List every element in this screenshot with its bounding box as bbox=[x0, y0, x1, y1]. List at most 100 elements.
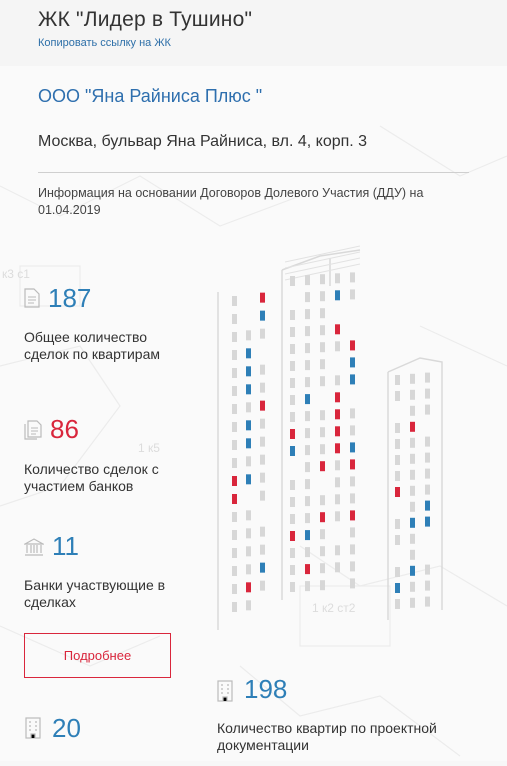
building-window bbox=[260, 418, 265, 429]
building-window bbox=[410, 469, 415, 480]
building-illustration bbox=[217, 245, 443, 630]
building-window bbox=[246, 600, 251, 611]
building-window bbox=[350, 510, 355, 521]
building-window bbox=[335, 443, 340, 454]
divider bbox=[38, 172, 469, 173]
building-window bbox=[350, 289, 355, 300]
building-window bbox=[350, 357, 355, 368]
info-text: Информация на основании Договоров Долево… bbox=[38, 186, 424, 217]
building-window bbox=[335, 409, 340, 420]
copy-link[interactable]: Копировать ссылку на ЖК bbox=[38, 37, 171, 49]
building-window bbox=[320, 580, 325, 591]
building-window bbox=[260, 364, 265, 375]
building-window bbox=[260, 472, 265, 483]
bank-deals-label: Количество сделок с участием банков bbox=[24, 461, 159, 494]
building-window bbox=[260, 382, 265, 393]
building-window bbox=[395, 423, 400, 433]
building-window bbox=[410, 437, 415, 448]
building-window bbox=[350, 442, 355, 453]
building-window bbox=[232, 494, 237, 504]
building-window bbox=[305, 292, 310, 303]
building-window bbox=[425, 468, 430, 479]
building-window bbox=[425, 580, 430, 591]
building-window bbox=[335, 562, 340, 573]
building-window bbox=[305, 462, 310, 473]
building-window bbox=[260, 454, 265, 465]
building-window bbox=[232, 368, 237, 378]
building-window bbox=[305, 343, 310, 354]
building-window bbox=[425, 452, 430, 463]
page-header: ЖК "Лидер в Тушино" Копировать ссылку на… bbox=[0, 0, 507, 66]
building-window bbox=[320, 376, 325, 387]
building-window bbox=[320, 274, 325, 285]
building-window bbox=[305, 496, 310, 507]
building-window bbox=[232, 584, 237, 594]
building-window bbox=[425, 516, 430, 527]
building-window bbox=[246, 546, 251, 557]
map-label-2: 1 к5 bbox=[138, 441, 160, 455]
building-window bbox=[425, 500, 430, 511]
building-window bbox=[335, 290, 340, 301]
building-icon bbox=[25, 717, 41, 739]
building-window bbox=[320, 529, 325, 540]
building-window bbox=[425, 596, 430, 607]
building-window bbox=[335, 375, 340, 386]
building-window bbox=[290, 378, 295, 388]
building-window bbox=[246, 528, 251, 539]
building-window bbox=[350, 272, 355, 283]
document-icon bbox=[24, 288, 40, 308]
building-window bbox=[395, 471, 400, 481]
building-window bbox=[410, 485, 415, 496]
apartments-value: 198 bbox=[244, 674, 288, 704]
banks-label: Банки участвующие в сделках bbox=[24, 577, 166, 610]
building-window bbox=[246, 330, 251, 341]
building-window bbox=[350, 425, 355, 436]
building-window bbox=[290, 276, 295, 286]
building-window bbox=[320, 291, 325, 302]
building-window bbox=[246, 384, 251, 395]
building-window bbox=[395, 583, 400, 593]
building-window bbox=[260, 292, 265, 303]
building-window bbox=[305, 513, 310, 524]
building-window bbox=[410, 405, 415, 416]
building-window bbox=[335, 545, 340, 556]
building-window bbox=[290, 446, 295, 456]
building-window bbox=[335, 392, 340, 403]
building-window bbox=[290, 514, 295, 524]
building-window bbox=[335, 460, 340, 471]
building-window bbox=[232, 566, 237, 576]
building-window bbox=[320, 461, 325, 472]
company-name[interactable]: ООО "Яна Райниса Плюс " bbox=[38, 86, 263, 106]
building-window bbox=[335, 324, 340, 335]
building-window bbox=[260, 544, 265, 555]
building-window bbox=[425, 564, 430, 575]
building-window bbox=[320, 444, 325, 455]
building-window bbox=[260, 328, 265, 339]
building-window bbox=[350, 374, 355, 385]
building-window bbox=[320, 342, 325, 353]
building-window bbox=[232, 332, 237, 342]
building-window bbox=[320, 308, 325, 319]
building-window bbox=[290, 480, 295, 490]
building-window bbox=[320, 359, 325, 370]
more-button[interactable]: Подробнее bbox=[24, 633, 171, 678]
building-window bbox=[425, 404, 430, 415]
building-window bbox=[335, 511, 340, 522]
building-window bbox=[260, 490, 265, 501]
building-window bbox=[335, 477, 340, 488]
building-window bbox=[260, 580, 265, 591]
building-window bbox=[232, 440, 237, 450]
building-window bbox=[410, 373, 415, 384]
building-window bbox=[232, 512, 237, 522]
building-window bbox=[260, 562, 265, 573]
building-window bbox=[320, 325, 325, 336]
building-window bbox=[246, 348, 251, 359]
building-window bbox=[395, 375, 400, 385]
building-window bbox=[410, 549, 415, 560]
building-window bbox=[290, 310, 295, 320]
map-background: к3 с1 1 к5 1 к2 ст2 bbox=[0, 66, 507, 761]
building-window bbox=[410, 597, 415, 608]
building-window bbox=[232, 296, 237, 306]
building-window bbox=[232, 422, 237, 432]
building-window bbox=[395, 439, 400, 449]
